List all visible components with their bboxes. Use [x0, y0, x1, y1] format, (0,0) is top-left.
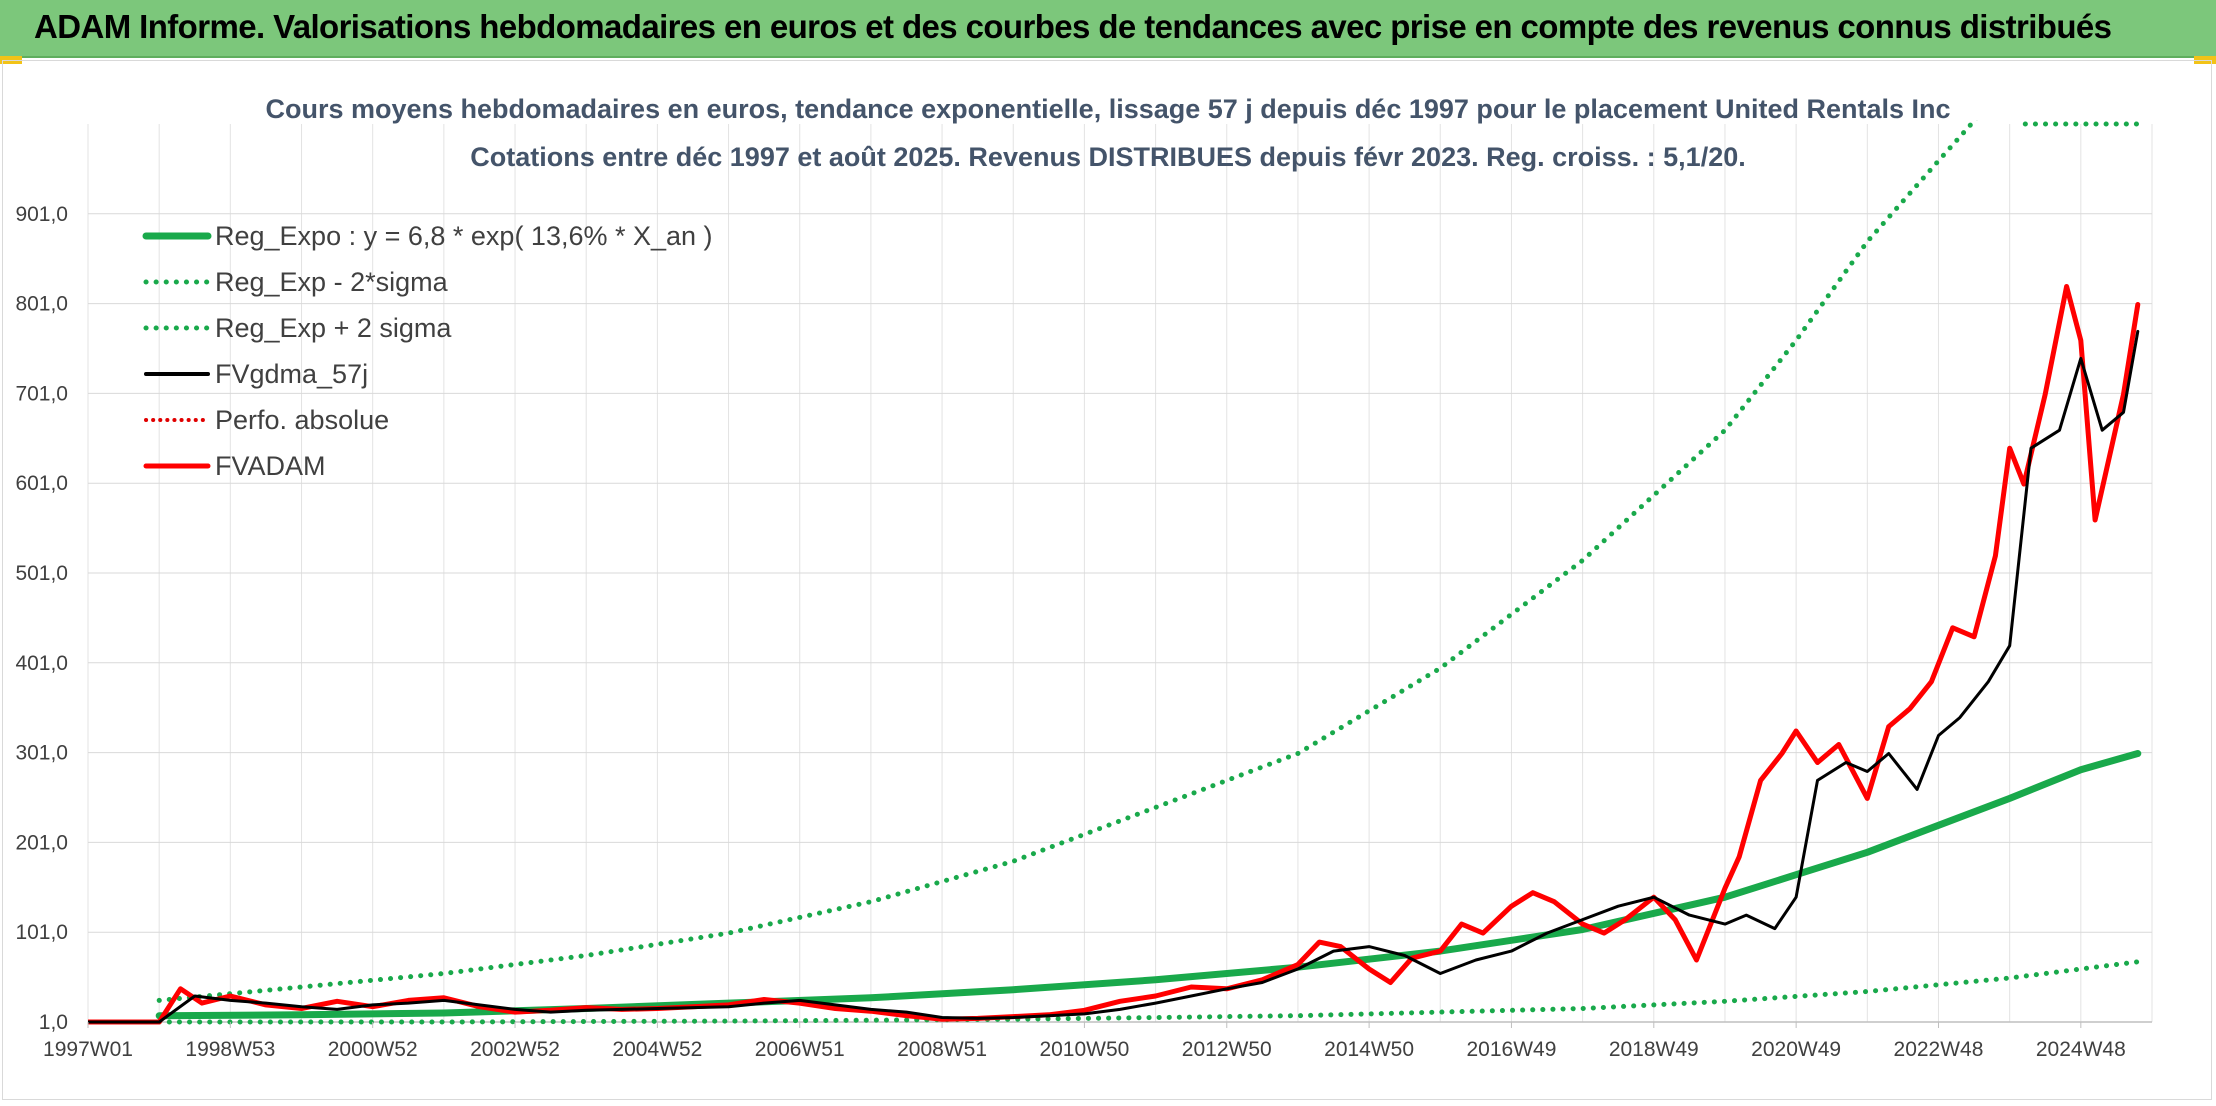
y-tick-label: 701,0 — [15, 382, 68, 405]
series-line-2 — [156, 120, 2141, 1003]
x-tick-label: 2006W51 — [755, 1038, 845, 1061]
series-line-5 — [88, 284, 2141, 1025]
x-tick-label: 2016W49 — [1466, 1038, 1556, 1061]
y-tick-label: 1,0 — [39, 1011, 68, 1034]
x-tick-label: 2008W51 — [897, 1038, 987, 1061]
x-tick-label: 2000W52 — [328, 1038, 418, 1061]
legend-label: Reg_Exp + 2 sigma — [215, 313, 452, 343]
y-tick-label: 101,0 — [15, 921, 68, 944]
x-tick-label: 1997W01 — [43, 1038, 133, 1061]
chart-subtitle: Cotations entre déc 1997 et août 2025. R… — [470, 142, 1746, 172]
report-title: ADAM Informe. Valorisations hebdomadaire… — [34, 8, 2112, 45]
x-tick-label: 2018W49 — [1609, 1038, 1699, 1061]
legend-label: FVADAM — [215, 451, 326, 481]
y-tick-label: 201,0 — [15, 831, 68, 854]
tick-label-layer: 1,0 101,0 201,0 301,0 401,0 501,0 601,0 701,0 80… — [15, 203, 2125, 1061]
x-tick-label: 2004W52 — [612, 1038, 702, 1061]
y-tick-label: 601,0 — [15, 472, 68, 495]
legend-label: Reg_Expo : y = 6,8 * exp( 13,6% * X_an ) — [215, 221, 713, 251]
series-line-0 — [155, 750, 2142, 1020]
chart-frame — [2, 60, 2212, 1100]
y-tick-label: 401,0 — [15, 652, 68, 675]
x-tick-label: 2012W50 — [1182, 1038, 1272, 1061]
report-header: ADAM Informe. Valorisations hebdomadaire… — [0, 0, 2216, 58]
x-tick-label: 2002W52 — [470, 1038, 560, 1061]
y-tick-label: 801,0 — [15, 293, 68, 316]
legend-label: Reg_Exp - 2*sigma — [215, 267, 449, 297]
y-tick-label: 301,0 — [15, 742, 68, 765]
x-tick-label: 2010W50 — [1039, 1038, 1129, 1061]
legend-label: FVgdma_57j — [215, 359, 368, 389]
x-tick-label: 2020W49 — [1751, 1038, 1841, 1061]
grid-layer — [87, 124, 2153, 1023]
x-tick-label: 2024W48 — [2036, 1038, 2126, 1061]
series-layer — [88, 120, 2142, 1025]
series-line-1 — [156, 959, 2141, 1025]
series-line-3 — [88, 329, 2140, 1024]
x-tick-label: 1998W53 — [185, 1038, 275, 1061]
y-tick-label: 501,0 — [15, 562, 68, 585]
y-tick-label: 901,0 — [15, 203, 68, 226]
x-tick-label: 2014W50 — [1324, 1038, 1414, 1061]
legend-label: Perfo. absolue — [215, 405, 389, 435]
legend: Reg_Expo : y = 6,8 * exp( 13,6% * X_an )… — [142, 221, 713, 481]
x-tick-label: 2022W48 — [1894, 1038, 1984, 1061]
chart-title: Cours moyens hebdomadaires en euros, ten… — [265, 94, 1950, 124]
